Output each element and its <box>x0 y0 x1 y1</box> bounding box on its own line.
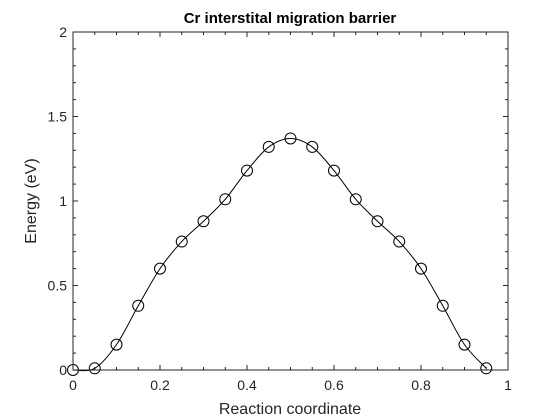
x-tick-label: 0.8 <box>411 377 431 393</box>
data-point <box>393 235 406 248</box>
x-tick-label: 0 <box>69 377 77 393</box>
plot-background <box>73 32 508 370</box>
data-point <box>415 262 427 275</box>
data-point <box>175 235 188 248</box>
data-point <box>284 132 297 145</box>
y-axis-label: Energy (eV) <box>23 158 40 243</box>
x-axis-label: Reaction coordinate <box>219 401 361 418</box>
data-point <box>110 338 123 351</box>
data-point <box>328 164 340 177</box>
data-point <box>480 362 493 375</box>
data-point <box>197 215 210 228</box>
y-tick-label: 1 <box>59 193 67 209</box>
plot-frame <box>72 31 509 371</box>
x-tick-label: 0.6 <box>324 377 344 393</box>
data-point <box>349 193 362 206</box>
x-tick-label: 0.4 <box>237 377 257 393</box>
data-point <box>436 299 449 312</box>
data-point <box>88 362 101 375</box>
data-point <box>154 262 166 275</box>
data-point <box>306 140 319 153</box>
x-tick-label: 0.2 <box>150 377 170 393</box>
data-point <box>219 193 232 206</box>
data-point <box>371 215 384 228</box>
x-tick-label: 1 <box>504 377 512 393</box>
data-point <box>262 140 275 153</box>
y-tick-label: 2 <box>59 24 67 40</box>
data-point <box>132 299 145 312</box>
y-tick-label: 0.5 <box>48 278 68 294</box>
data-point <box>241 164 253 177</box>
data-point <box>458 338 471 351</box>
series-line <box>72 137 487 372</box>
y-tick-label: 0 <box>59 362 67 378</box>
y-tick-label: 1.5 <box>48 109 68 125</box>
chart-title: Cr interstital migration barrier <box>184 10 397 27</box>
